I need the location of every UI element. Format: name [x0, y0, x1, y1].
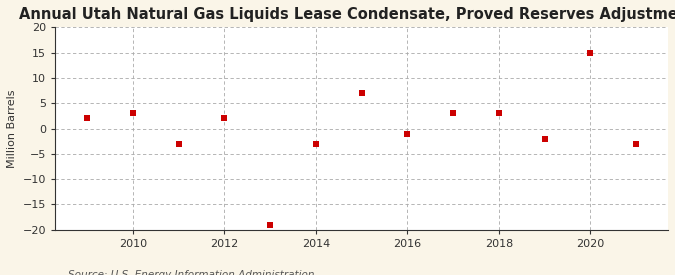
Point: [448, 111, 458, 116]
Point: [128, 111, 138, 116]
Y-axis label: Million Barrels: Million Barrels: [7, 89, 17, 168]
Point: [265, 222, 275, 227]
Point: [173, 142, 184, 146]
Title: Annual Utah Natural Gas Liquids Lease Condensate, Proved Reserves Adjustments: Annual Utah Natural Gas Liquids Lease Co…: [19, 7, 675, 22]
Point: [493, 111, 504, 116]
Point: [82, 116, 92, 121]
Point: [630, 142, 641, 146]
Text: Source: U.S. Energy Information Administration: Source: U.S. Energy Information Administ…: [68, 271, 314, 275]
Point: [219, 116, 230, 121]
Point: [356, 91, 367, 95]
Point: [585, 50, 595, 55]
Point: [310, 142, 321, 146]
Point: [402, 131, 412, 136]
Point: [539, 136, 550, 141]
